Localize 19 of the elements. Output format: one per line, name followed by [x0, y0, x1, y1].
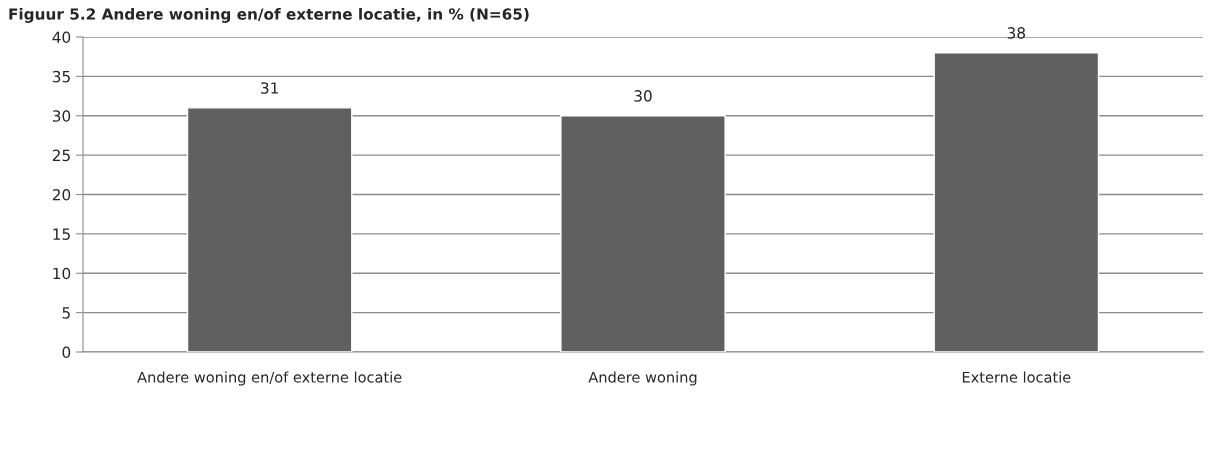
y-tick-label: 5 [62, 307, 70, 319]
y-tick-label: 25 [52, 149, 70, 162]
y-tick-label: 0 [62, 346, 71, 359]
bar [560, 115, 726, 352]
x-tick-label: Andere woning en/of externe locatie [137, 371, 402, 386]
data-label: 30 [634, 90, 652, 102]
x-tick-label: Externe locatie [962, 371, 1071, 383]
bar [186, 107, 353, 352]
y-tick-label: 40 [52, 31, 71, 44]
x-tick-label: Andere woning [588, 371, 697, 386]
data-label: 31 [261, 82, 278, 94]
chart-title: Figuur 5.2 Andere woning en/of externe locatie, in % (N=65) [9, 8, 529, 23]
data-label: 38 [1007, 27, 1026, 39]
y-tick-label: 20 [52, 188, 71, 201]
y-tick-label: 15 [53, 228, 70, 240]
y-tick-label: 30 [52, 110, 71, 122]
y-tick-label: 35 [52, 70, 70, 83]
bar [933, 52, 1100, 352]
y-tick-label: 10 [53, 267, 71, 280]
